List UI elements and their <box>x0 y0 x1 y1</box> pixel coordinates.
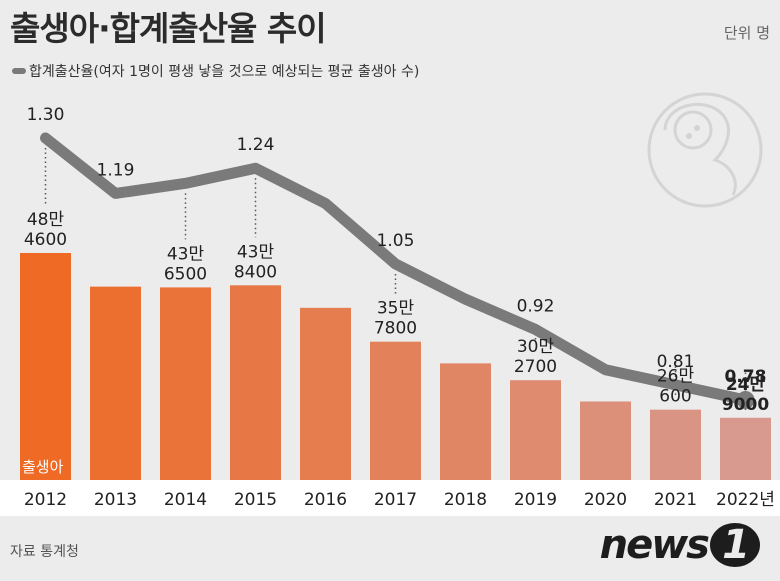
bar-2017 <box>370 341 421 480</box>
logo-mark: 1 <box>710 523 760 567</box>
x-tick-2015: 2015 <box>234 490 277 510</box>
legend-line-swatch <box>12 68 26 74</box>
bar-2022년 <box>720 417 771 480</box>
bar-label-2019-man: 30만 <box>517 337 555 357</box>
rate-label-2019: 0.92 <box>517 296 555 316</box>
x-tick-2021: 2021 <box>654 490 697 510</box>
bar-2016 <box>300 307 351 480</box>
bar-2014 <box>160 287 211 480</box>
bar-label-2012-rest: 4600 <box>24 230 67 250</box>
bar-2020 <box>580 401 631 480</box>
bar-label-2022년-rest: 9000 <box>722 395 769 415</box>
bar-2013 <box>90 286 141 480</box>
bar-label-2021-rest: 600 <box>659 387 691 407</box>
bar-label-2017-man: 35만 <box>377 299 415 319</box>
x-axis-band <box>0 480 780 516</box>
bar-2015 <box>230 285 281 480</box>
x-tick-2013: 2013 <box>94 490 137 510</box>
baby-icon <box>647 92 763 208</box>
x-tick-2020: 2020 <box>584 490 627 510</box>
bar-label-2015-man: 43만 <box>237 242 275 262</box>
rate-label-2013: 1.19 <box>97 160 135 180</box>
fertility-point-2022년 <box>736 391 755 409</box>
legend-text: 합계출산율(여자 1명이 평생 낳을 것으로 예상되는 평균 출생아 수) <box>29 64 420 80</box>
x-tick-2022년: 2022년 <box>716 490 775 510</box>
rate-label-2021: 0.81 <box>657 352 695 372</box>
x-tick-2016: 2016 <box>304 490 347 510</box>
bar-2018 <box>440 363 491 480</box>
bar-label-2012-man: 48만 <box>27 210 65 230</box>
x-tick-2014: 2014 <box>164 490 207 510</box>
fertility-line <box>40 132 751 406</box>
bar-2012 <box>20 253 71 480</box>
unit-label: 단위 명 <box>723 24 770 42</box>
logo-text: news <box>599 522 710 568</box>
bar-label-2017-rest: 7800 <box>374 319 417 339</box>
bar-label-2014-rest: 6500 <box>164 264 207 284</box>
rate-label-2022년: 0.78 <box>725 367 767 387</box>
bar-series-label: 출생아 <box>22 458 64 476</box>
bar-label-2019-rest: 2700 <box>514 357 557 377</box>
bar-2021 <box>650 409 701 480</box>
x-tick-2019: 2019 <box>514 490 557 510</box>
rate-label-2015: 1.24 <box>237 135 275 155</box>
rate-label-2017: 1.05 <box>377 231 415 251</box>
bar-2019 <box>510 380 561 480</box>
legend: 합계출산율(여자 1명이 평생 낳을 것으로 예상되는 평균 출생아 수) <box>12 61 419 81</box>
chart-title: 출생아·합계출산율 추이 <box>10 9 327 48</box>
x-tick-2018: 2018 <box>444 490 487 510</box>
chart-canvas: 48만46001.301.1943만650043만84001.2435만7800… <box>20 92 775 510</box>
x-tick-2012: 2012 <box>24 490 67 510</box>
bar-label-2015-rest: 8400 <box>234 262 277 282</box>
x-tick-2017: 2017 <box>374 490 417 510</box>
source-note: 자료 통계청 <box>10 544 79 560</box>
rate-label-2012: 1.30 <box>27 105 65 125</box>
news1-logo: news 1 <box>600 522 760 568</box>
bar-label-2014-man: 43만 <box>167 244 205 264</box>
bar-label-2021-man: 26만 <box>657 367 695 387</box>
bar-label-2022년-man: 24만 <box>726 375 766 395</box>
